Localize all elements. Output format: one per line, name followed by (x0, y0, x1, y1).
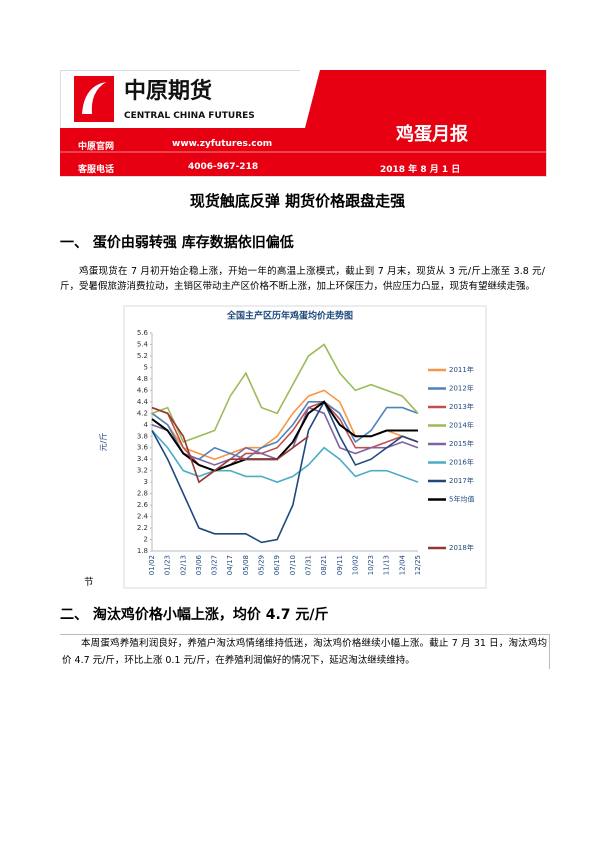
y-tick-label: 5.6 (137, 329, 149, 337)
y-axis-label: 元/斤 (98, 433, 108, 452)
legend-label: 2017年 (449, 476, 474, 485)
x-tick-label: 05/08 (242, 555, 250, 575)
x-tick-label: 01/23 (164, 555, 172, 575)
y-tick-label: 4.4 (137, 398, 149, 406)
phone-label: 客服电话 (78, 165, 115, 175)
y-tick-label: 2.4 (137, 513, 149, 521)
y-tick-label: 1.8 (137, 547, 148, 555)
y-tick-label: 3.4 (137, 455, 149, 463)
y-tick-label: 4 (144, 421, 149, 429)
chart-title: 全国主产区历年鸡蛋均价走势图 (226, 310, 353, 322)
y-tick-label: 4.6 (137, 386, 149, 394)
x-tick-label: 10/02 (351, 555, 359, 575)
legend-label: 2012年 (449, 384, 474, 393)
x-tick-label: 10/23 (367, 555, 375, 575)
series-line (151, 343, 419, 444)
legend-label: 2016年 (449, 458, 474, 467)
x-tick-label: 07/31 (304, 555, 312, 575)
website-label: 中原官网 (78, 142, 115, 152)
x-tick-label: 12/25 (414, 555, 422, 575)
y-tick-label: 5.4 (137, 340, 149, 348)
legend-label: 2018年 (449, 543, 474, 552)
paragraph: 鸡蛋现货在 7 月初开始企稳上涨，开始一年的高温上涨模式，截止到 7 月末，现货… (60, 266, 545, 292)
section-heading: 一、 蛋价由弱转强 库存数据依旧偏低 (60, 235, 294, 251)
x-tick-label: 03/06 (195, 554, 203, 575)
legend-label: 5年均值 (449, 495, 474, 504)
legend-label: 2013年 (449, 402, 474, 411)
y-tick-label: 5.2 (137, 352, 148, 360)
header-graphic: 中原期货 CENTRAL CHINA FUTURES 鸡蛋月报 (60, 70, 546, 176)
y-tick-label: 2.2 (137, 524, 148, 532)
y-tick-label: 3.8 (137, 432, 148, 440)
series-line (151, 400, 419, 544)
phone: 4006-967-218 (188, 162, 259, 172)
legend-label: 2015年 (449, 439, 474, 448)
header-cut (300, 70, 320, 128)
website: www.zyfutures.com (172, 139, 273, 149)
chart: 全国主产区历年鸡蛋均价走势图 元/斤 1.8 2 2.2 2.4 2.6 2.8 3 3.2 3… (98, 305, 487, 589)
y-tick-label: 2.8 (137, 490, 148, 498)
doc-title: 现货触底反弹 期货价格跟盘走强 (189, 192, 406, 210)
x-tick-label: 04/17 (226, 555, 234, 575)
x-tick-label: 03/27 (211, 555, 219, 575)
x-tick-label: 02/13 (179, 555, 187, 575)
x-tick-label: 09/11 (336, 555, 344, 575)
legend-label: 2014年 (449, 421, 474, 430)
section-heading: 二、 淘汰鸡价格小幅上涨，均价 4.7 元/斤 (60, 607, 329, 623)
logo-mark (82, 82, 106, 114)
x-tick-label: 07/10 (289, 555, 297, 575)
y-tick-label: 2.6 (137, 501, 149, 509)
paragraph: 本周蛋鸡养殖利润良好，养殖户淘汰鸡情绪维持低迷，淘汰鸡价格继续小幅上涨。截止 7… (60, 634, 550, 669)
y-tick-label: 5 (144, 363, 148, 371)
x-tick-label: 08/21 (320, 555, 328, 575)
x-tick-label: 12/04 (398, 554, 406, 575)
logo-en: CENTRAL CHINA FUTURES (124, 111, 255, 121)
y-tick-label: 4.2 (137, 409, 148, 417)
series-line (151, 406, 309, 484)
report-date: 2018 年 8 月 1 日 (380, 165, 461, 175)
y-tick-label: 3 (144, 478, 148, 486)
x-tick-label: 05/29 (258, 555, 266, 575)
series-line (151, 400, 418, 472)
y-tick-label: 4.8 (137, 375, 148, 383)
chart-note: 节 (84, 577, 94, 588)
x-tick-label: 11/13 (383, 555, 391, 575)
legend-label: 2011年 (449, 365, 474, 374)
y-tick-label: 2 (144, 536, 148, 544)
logo-cn: 中原期货 (124, 78, 212, 104)
logo-box (74, 76, 114, 122)
x-tick-label: 01/02 (148, 555, 156, 575)
y-tick-label: 3.6 (137, 444, 149, 452)
report-name: 鸡蛋月报 (395, 123, 468, 145)
y-tick-label: 3.2 (137, 467, 148, 475)
x-tick-label: 06/19 (273, 555, 281, 575)
